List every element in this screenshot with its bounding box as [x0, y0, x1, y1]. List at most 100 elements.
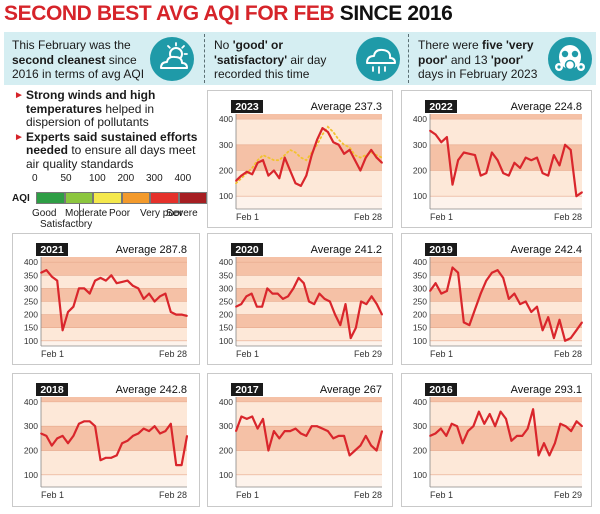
data-point: [99, 277, 102, 279]
year-badge-bg: [36, 243, 68, 256]
data-point: [502, 277, 505, 279]
data-point: [569, 337, 572, 339]
data-point: [256, 161, 259, 164]
data-point: [348, 149, 351, 151]
highlight-text-3: There were five 'very poor' and 13 'poor…: [418, 38, 548, 82]
data-point: [334, 313, 336, 316]
data-point: [343, 435, 345, 437]
x-tick-label-end: Feb 28: [354, 490, 382, 500]
data-point: [267, 174, 270, 177]
data-point: [266, 287, 269, 290]
y-tick-label: 200: [219, 310, 233, 320]
data-point: [153, 300, 156, 303]
data-point: [468, 152, 471, 155]
data-point: [479, 174, 482, 177]
data-point: [235, 430, 237, 432]
plot-band: [430, 196, 582, 209]
data-point: [50, 275, 53, 278]
plot-band: [41, 301, 187, 315]
text-run: to ensure all days meet air quality stan…: [26, 143, 196, 171]
plot-band: [430, 262, 582, 276]
text-run: No: [214, 38, 233, 52]
scale-band-5: [150, 192, 179, 204]
plot-band: [41, 474, 187, 487]
panel-frame-2021: [12, 233, 200, 365]
text-run: air day recorded this time: [214, 52, 327, 82]
data-point: [337, 435, 340, 437]
data-point: [381, 430, 383, 432]
highlight-strip: This February was the second cleanest si…: [4, 32, 596, 85]
data-point: [88, 420, 91, 423]
data-point: [581, 321, 583, 324]
y-tick-label: 350: [24, 270, 38, 280]
series-line-overlay: [235, 125, 383, 185]
year-badge-bg: [425, 243, 457, 256]
scale-tick-label: 300: [146, 173, 163, 184]
data-point: [72, 435, 75, 437]
x-tick-label-start: Feb 1: [430, 490, 453, 500]
data-point: [446, 290, 448, 292]
data-point: [370, 444, 373, 447]
data-point: [558, 164, 561, 167]
data-point: [547, 316, 550, 319]
data-point: [282, 298, 284, 300]
data-point: [310, 425, 313, 428]
x-tick-label-start: Feb 1: [41, 349, 64, 359]
y-tick-label: 300: [413, 140, 427, 150]
data-point: [488, 413, 491, 415]
data-point: [553, 154, 555, 157]
y-tick-label: 300: [413, 421, 427, 431]
scale-category-label: Good: [32, 208, 57, 219]
data-point: [110, 456, 113, 459]
data-point: [467, 430, 469, 432]
data-point: [327, 430, 329, 432]
data-point: [581, 425, 583, 428]
x-tick-label-start: Feb 1: [41, 490, 64, 500]
chart-panel-2019: 100 150 200 250 300 350 400 Feb 1 Feb 28 2019 Aver…: [413, 243, 583, 359]
plot-band: [236, 397, 382, 402]
data-point: [78, 422, 80, 425]
y-tick-label: 300: [413, 283, 427, 293]
data-point: [429, 435, 431, 437]
data-point: [137, 287, 140, 290]
text-run: This February was the: [12, 38, 131, 52]
chart-panel-2020: 100 150 200 250 300 350 400 Feb 1 Feb 29 2020 Aver…: [219, 243, 383, 359]
panel-frame-2022: [401, 90, 592, 228]
year-label: 2019: [429, 244, 453, 256]
data-point: [289, 430, 291, 432]
series-line: [429, 129, 583, 198]
data-point: [365, 303, 368, 305]
plot-band: [41, 401, 187, 427]
y-tick-label: 100: [219, 336, 233, 346]
data-point: [541, 329, 544, 332]
data-point: [429, 290, 431, 292]
note-text-1: Strong winds and high temperatures helpe…: [26, 88, 155, 129]
data-point: [364, 435, 367, 437]
chart-panel-2018: 100 200 300 400 Feb 1 Feb 28 2018 Average 242.8: [24, 383, 189, 500]
data-point: [169, 422, 172, 425]
y-tick-label: 300: [219, 283, 233, 293]
strip-divider: [408, 34, 409, 83]
scale-category-label: Satisfactory: [40, 219, 93, 230]
title-black: SINCE 2016: [339, 2, 453, 25]
plot-band: [236, 170, 382, 197]
scale-category-label: Moderate: [65, 208, 108, 219]
y-tick-label: 400: [219, 114, 233, 124]
highlight-card-3: There were five 'very poor' and 13 'poor…: [410, 32, 596, 85]
scale-axis-label: AQI: [12, 193, 30, 204]
data-point: [547, 174, 550, 177]
data-point: [355, 326, 357, 329]
data-point: [502, 172, 505, 175]
plot-band: [430, 275, 582, 289]
data-point: [478, 410, 480, 413]
data-point: [283, 156, 286, 159]
panel-frame-2017: [207, 373, 393, 507]
data-point: [110, 274, 113, 277]
data-point: [61, 329, 64, 332]
highlight-card-2: No 'good' or 'satisfactory' air day reco…: [206, 32, 406, 85]
y-tick-label: 200: [24, 446, 38, 456]
data-point: [180, 313, 183, 316]
year-label: 2016: [429, 384, 453, 396]
data-point: [359, 444, 362, 447]
average-label: Average 267: [320, 384, 382, 396]
